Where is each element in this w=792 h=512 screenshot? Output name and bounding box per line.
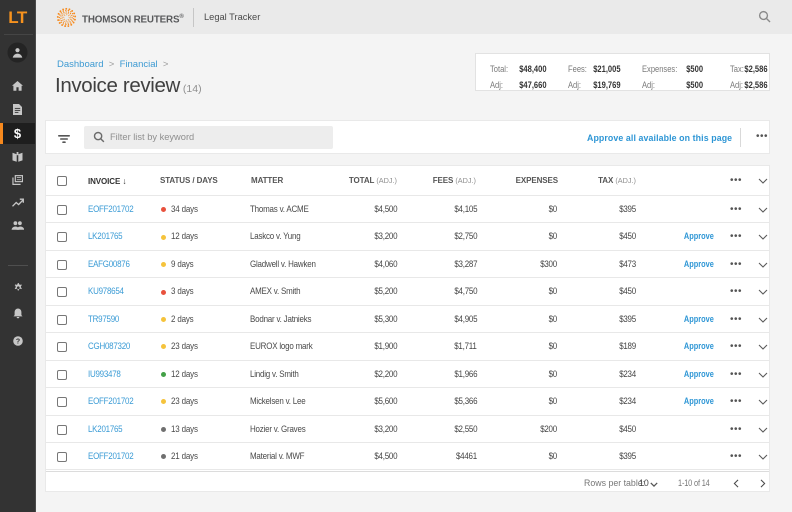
svg-text:?: ? xyxy=(15,339,19,346)
